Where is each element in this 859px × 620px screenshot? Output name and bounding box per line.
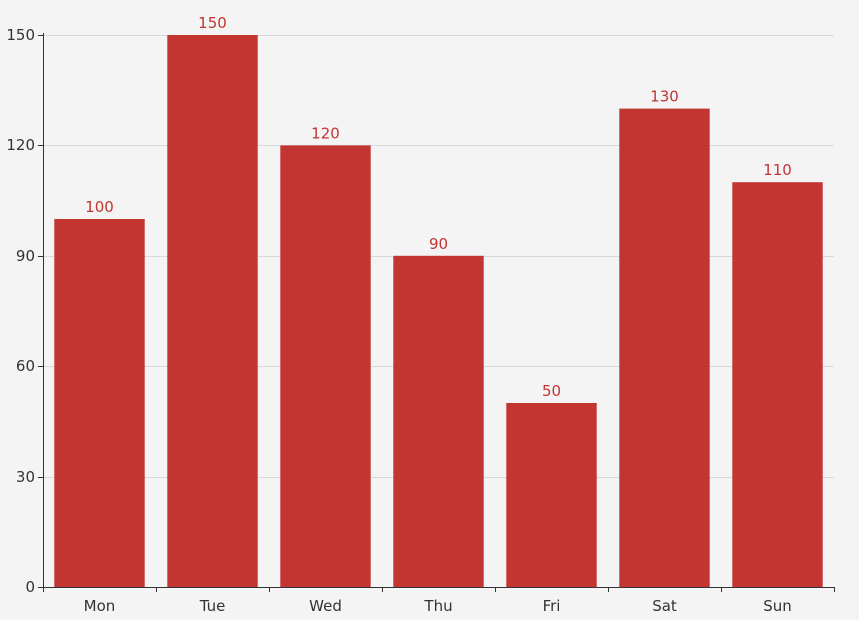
bar-wed	[280, 145, 371, 587]
x-tick-label-thu: Thu	[423, 597, 452, 615]
bar-sat	[619, 108, 710, 587]
x-tick-label-fri: Fri	[543, 597, 561, 615]
x-tick-label-wed: Wed	[309, 597, 342, 615]
bar-fri	[506, 403, 597, 587]
data-label-wed: 120	[311, 124, 340, 142]
y-tick-label: 60	[16, 357, 35, 375]
y-tick-label: 150	[6, 26, 35, 44]
y-tick-label: 90	[16, 247, 35, 265]
data-label-thu: 90	[429, 235, 448, 253]
x-tick-label-sun: Sun	[763, 597, 792, 615]
data-label-tue: 150	[198, 14, 227, 32]
data-label-fri: 50	[542, 382, 561, 400]
data-labels: 100 150 120 90 50 130 110	[85, 14, 792, 400]
x-tick-label-sat: Sat	[652, 597, 677, 615]
bar-thu	[393, 255, 484, 588]
y-tick-label: 120	[6, 136, 35, 154]
data-label-sun: 110	[763, 161, 792, 179]
bar-mon	[54, 219, 145, 587]
data-label-mon: 100	[85, 198, 114, 216]
x-tick-label-mon: Mon	[84, 597, 116, 615]
bars	[54, 35, 823, 588]
axes: 0 30 60 90 120 150 Mon Tue Wed Thu Fri Sat Sun	[6, 26, 835, 615]
bar-sun	[732, 182, 823, 587]
x-tick-label-tue: Tue	[199, 597, 226, 615]
y-tick-label: 30	[16, 468, 35, 486]
data-label-sat: 130	[650, 88, 679, 106]
y-tick-label: 0	[25, 578, 35, 596]
bar-tue	[167, 35, 258, 587]
